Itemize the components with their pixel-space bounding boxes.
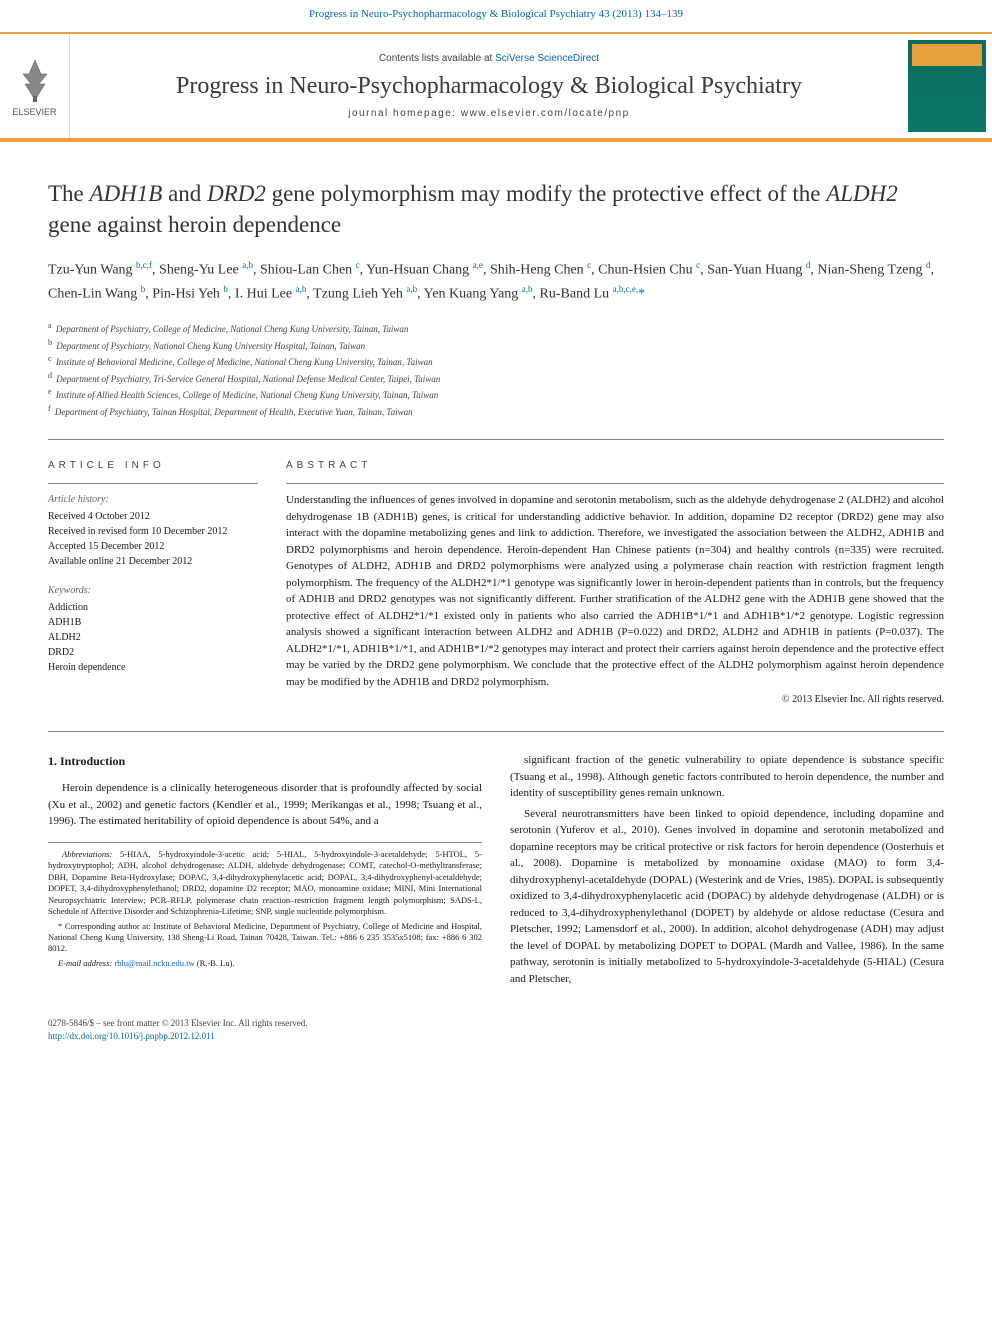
journal-name: Progress in Neuro-Psychopharmacology & B… <box>82 72 896 101</box>
intro-heading: 1. Introduction <box>48 752 482 770</box>
keyword-item: ALDH2 <box>48 630 258 645</box>
affiliation-item: e Institute of Allied Health Sciences, C… <box>48 386 944 403</box>
abstract-copyright: © 2013 Elsevier Inc. All rights reserved… <box>286 694 944 705</box>
keywords-block: Keywords: AddictionADH1BALDH2DRD2Heroin … <box>48 583 258 675</box>
body-left-column: 1. Introduction Heroin dependence is a c… <box>48 752 482 991</box>
journal-title-block: Contents lists available at SciVerse Sci… <box>70 34 908 138</box>
meta-abstract-row: ARTICLE INFO Article history: Received 4… <box>0 446 992 725</box>
journal-header: ELSEVIER Contents lists available at Sci… <box>0 32 992 142</box>
divider-top <box>48 439 944 440</box>
keyword-item: ADH1B <box>48 615 258 630</box>
keyword-item: Heroin dependence <box>48 660 258 675</box>
body-columns: 1. Introduction Heroin dependence is a c… <box>0 738 992 1011</box>
elsevier-tree-icon <box>11 56 59 104</box>
journal-homepage[interactable]: journal homepage: www.elsevier.com/locat… <box>82 108 896 119</box>
author-list: Tzu-Yun Wang b,c,f, Sheng-Yu Lee a,b, Sh… <box>0 258 992 316</box>
affiliation-item: c Institute of Behavioral Medicine, Coll… <box>48 353 944 370</box>
article-info-label: ARTICLE INFO <box>48 460 258 471</box>
abstract-text: Understanding the influences of genes in… <box>286 492 944 690</box>
footnotes: Abbreviations: 5-HIAA, 5-hydroxyindole-3… <box>48 842 482 970</box>
divider <box>286 483 944 484</box>
journal-cover-thumbnail[interactable] <box>908 40 986 132</box>
elsevier-text: ELSEVIER <box>12 107 56 117</box>
corresponding-note: * Corresponding author at: Institute of … <box>48 921 482 955</box>
intro-para-1: Heroin dependence is a clinically hetero… <box>48 780 482 830</box>
header-citation[interactable]: Progress in Neuro-Psychopharmacology & B… <box>0 0 992 32</box>
divider <box>48 483 258 484</box>
gene-drd2: DRD2 <box>207 181 266 206</box>
affiliation-item: f Department of Psychiatry, Tainan Hospi… <box>48 403 944 420</box>
body-right-column: significant fraction of the genetic vuln… <box>510 752 944 991</box>
abbreviations-note: Abbreviations: 5-HIAA, 5-hydroxyindole-3… <box>48 849 482 918</box>
history-item: Received 4 October 2012 <box>48 509 258 524</box>
abstract-column: ABSTRACT Understanding the influences of… <box>286 460 944 705</box>
history-label: Article history: <box>48 492 258 507</box>
intro-para-3: Several neurotransmitters have been link… <box>510 806 944 988</box>
keyword-item: Addiction <box>48 600 258 615</box>
article-info-column: ARTICLE INFO Article history: Received 4… <box>48 460 258 705</box>
history-item: Received in revised form 10 December 201… <box>48 524 258 539</box>
history-item: Available online 21 December 2012 <box>48 554 258 569</box>
email-link[interactable]: rblu@mail.ncku.edu.tw <box>112 958 194 968</box>
page-footer: 0278-5846/$ – see front matter © 2013 El… <box>0 1011 992 1062</box>
keywords-label: Keywords: <box>48 583 258 598</box>
affiliation-item: d Department of Psychiatry, Tri-Service … <box>48 370 944 387</box>
divider-bottom <box>48 731 944 732</box>
abstract-label: ABSTRACT <box>286 460 944 471</box>
gene-aldh2: ALDH2 <box>826 181 898 206</box>
contents-prefix: Contents lists available at <box>379 53 495 64</box>
email-note: E-mail address: rblu@mail.ncku.edu.tw (R… <box>48 958 482 969</box>
affiliation-item: b Department of Psychiatry, National Che… <box>48 337 944 354</box>
article-history: Article history: Received 4 October 2012… <box>48 492 258 569</box>
history-item: Accepted 15 December 2012 <box>48 539 258 554</box>
contents-line: Contents lists available at SciVerse Sci… <box>82 53 896 64</box>
keyword-item: DRD2 <box>48 645 258 660</box>
footer-copyright: 0278-5846/$ – see front matter © 2013 El… <box>48 1017 944 1030</box>
doi-link[interactable]: http://dx.doi.org/10.1016/j.pnpbp.2012.1… <box>48 1031 215 1041</box>
article-title: The ADH1B and DRD2 gene polymorphism may… <box>0 142 992 258</box>
intro-para-2: significant fraction of the genetic vuln… <box>510 752 944 802</box>
affiliation-item: a Department of Psychiatry, College of M… <box>48 320 944 337</box>
gene-adh1b: ADH1B <box>90 181 163 206</box>
affiliation-list: a Department of Psychiatry, College of M… <box>0 316 992 433</box>
elsevier-logo[interactable]: ELSEVIER <box>0 34 70 138</box>
sciencedirect-link[interactable]: SciVerse ScienceDirect <box>495 53 599 64</box>
